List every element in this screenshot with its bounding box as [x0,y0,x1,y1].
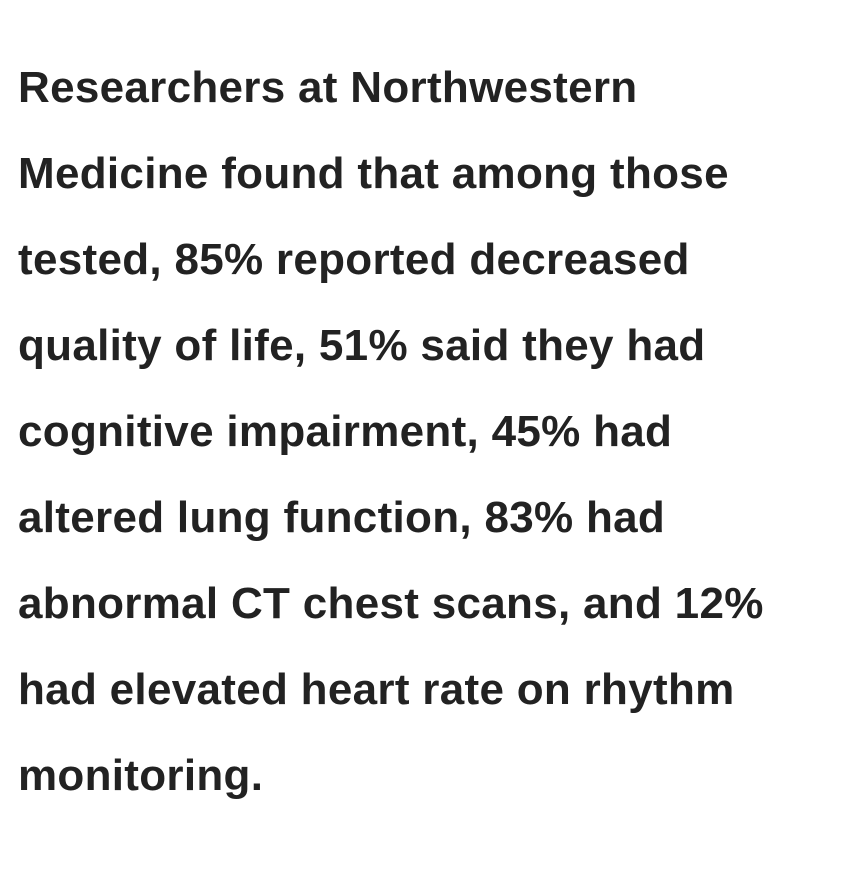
text-line: tested, 85% reported decreased [18,235,690,284]
text-line: altered lung function, 83% had [18,493,666,542]
text-line: quality of life, 51% said they had [18,321,706,370]
article-paragraph: Researchers at Northwestern Medicine foun… [18,45,764,819]
text-line: monitoring. [18,751,264,800]
text-line: cognitive impairment, 45% had [18,407,673,456]
text-line: abnormal CT chest scans, and 12% [18,579,764,628]
text-line: Medicine found that among those [18,149,729,198]
text-line: Researchers at Northwestern [18,63,638,112]
text-line: had elevated heart rate on rhythm [18,665,735,714]
